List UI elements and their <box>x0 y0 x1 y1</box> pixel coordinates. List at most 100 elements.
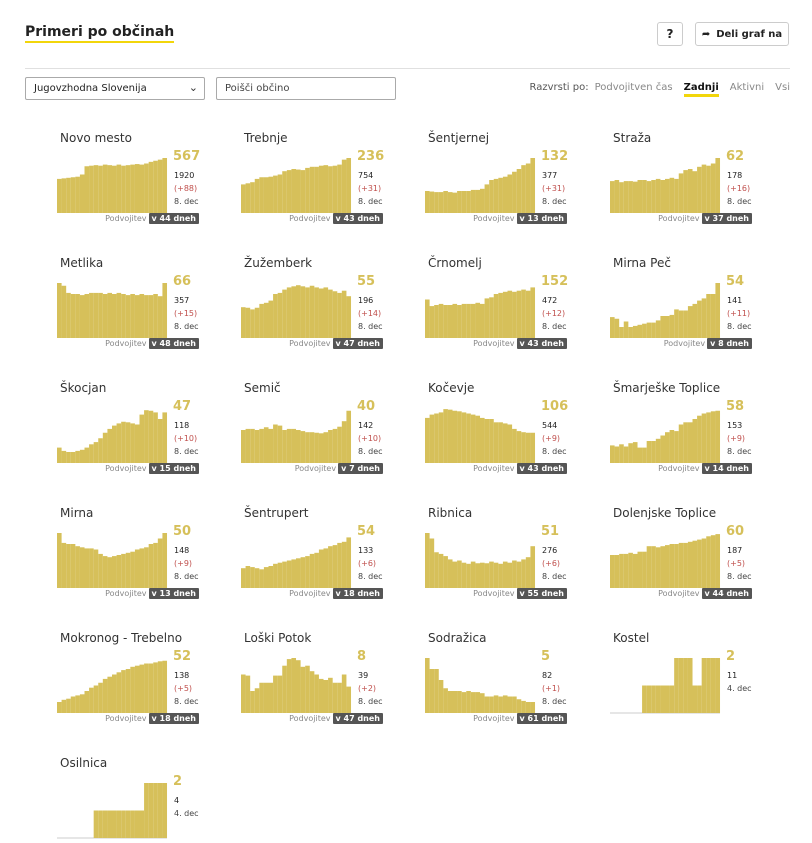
region-select[interactable]: Jugovzhodna Slovenija ⌄ <box>25 77 205 100</box>
bar <box>651 180 656 213</box>
bar <box>692 303 698 338</box>
doubling-badge: v 47 dneh <box>332 713 383 724</box>
sort-option-doubling[interactable]: Podvojitven čas <box>594 82 673 93</box>
bar <box>107 292 113 338</box>
bar <box>107 428 113 463</box>
sort-option-active[interactable]: Aktivni <box>729 82 765 93</box>
municipality-card[interactable]: Žužemberk 55 196 (+14) 8. dec Podvojitev v 47 … <box>241 256 411 366</box>
doubling-badge: v 43 dneh <box>516 463 567 474</box>
municipality-card[interactable]: Mirna Peč 54 141 (+11) 8. dec Podvojitev v 8 d… <box>610 256 780 366</box>
bar <box>259 428 264 463</box>
municipality-card[interactable]: Ribnica 51 276 (+6) 8. dec Podvojitev v 55 dne… <box>425 506 595 616</box>
bar <box>144 410 149 463</box>
bar <box>157 661 163 713</box>
bar <box>697 166 702 213</box>
bar <box>655 320 661 338</box>
doubling-info: Podvojitev v 55 dneh <box>473 588 567 599</box>
delta-value: (+1) <box>542 684 561 693</box>
bar <box>98 292 103 338</box>
bar-chart <box>425 287 536 338</box>
bar <box>516 169 522 213</box>
bar <box>121 810 126 838</box>
bar <box>484 696 490 713</box>
bar <box>489 696 494 713</box>
municipality-name: Semič <box>244 381 281 395</box>
doubling-info: Podvojitev v 14 dneh <box>658 463 752 474</box>
bar <box>425 299 430 338</box>
bar <box>628 552 633 588</box>
doubling-badge: v 44 dneh <box>701 588 752 599</box>
municipality-card[interactable]: Mirna 50 148 (+9) 8. dec Podvojitev v 13 dneh <box>57 506 227 616</box>
doubling-badge: v 7 dneh <box>338 463 383 474</box>
municipality-card[interactable]: Semič 40 142 (+10) 8. dec Podvojitev v 7 dneh <box>241 381 411 491</box>
date-label: 8. dec <box>542 197 567 206</box>
municipality-card[interactable]: Metlika 66 357 (+15) 8. dec Podvojitev v 48 dn… <box>57 256 227 366</box>
municipality-card[interactable]: Škocjan 47 118 (+10) 8. dec Podvojitev v 15 dn… <box>57 381 227 491</box>
municipality-card[interactable]: Trebnje 236 754 (+31) 8. dec Podvojitev v 43 d… <box>241 131 411 241</box>
bar <box>241 568 246 588</box>
bar <box>489 180 494 213</box>
bar <box>632 442 638 463</box>
bar <box>480 693 485 713</box>
doubling-info: Podvojitev v 61 dneh <box>473 713 567 724</box>
date-label: 8. dec <box>174 197 199 206</box>
municipality-card[interactable]: Šmarješke Toplice 58 153 (+9) 8. dec Podvojit… <box>610 381 780 491</box>
bar <box>305 167 310 213</box>
bar <box>309 671 315 713</box>
sort-option-all[interactable]: Vsi <box>775 82 790 93</box>
bar <box>273 675 278 713</box>
sort-option-last[interactable]: Zadnji <box>683 82 719 97</box>
bar <box>447 192 453 213</box>
municipality-card[interactable]: Loški Potok 8 39 (+2) 8. dec Podvojitev v 47 d… <box>241 631 411 741</box>
municipality-card[interactable]: Novo mesto 567 1920 (+88) 8. dec Podvojitev v … <box>57 131 227 241</box>
bar <box>678 310 684 338</box>
bar <box>646 685 652 713</box>
municipality-card[interactable]: Straža 62 178 (+16) 8. dec Podvojitev v 37 dne… <box>610 131 780 241</box>
municipality-card[interactable]: Črnomelj 152 472 (+12) 8. dec Podvojitev v 43 … <box>425 256 595 366</box>
bar <box>701 298 707 338</box>
bar <box>651 685 656 713</box>
bar-chart <box>57 158 168 213</box>
municipality-card[interactable]: Šentrupert 54 133 (+6) 8. dec Podvojitev v 18 … <box>241 506 411 616</box>
bar <box>250 428 255 463</box>
municipality-card[interactable]: Dolenjske Toplice 60 187 (+5) 8. dec Podvojit… <box>610 506 780 616</box>
municipality-card[interactable]: Osilnica 2 4 4. dec <box>57 756 227 843</box>
bar <box>610 317 615 338</box>
municipality-card[interactable]: Kočevje 106 544 (+9) 8. dec Podvojitev v 43 dn… <box>425 381 595 491</box>
bar <box>57 178 62 213</box>
bar <box>259 177 264 213</box>
bar <box>498 177 503 213</box>
bar <box>314 674 319 713</box>
municipality-card[interactable]: Kostel 2 11 4. dec <box>610 631 780 741</box>
municipality-card[interactable]: Mokronog - Trebelno 52 138 (+5) 8. dec Podvoj… <box>57 631 227 741</box>
municipality-card[interactable]: Sodražica 5 82 (+1) 8. dec Podvojitev v 61 dne… <box>425 631 595 741</box>
bar <box>125 810 131 838</box>
bar <box>461 692 467 713</box>
bar <box>245 183 251 213</box>
bar <box>79 174 85 213</box>
share-button[interactable]: ➦ Deli graf na <box>695 22 789 46</box>
bar <box>162 660 168 713</box>
help-button[interactable]: ? <box>657 22 683 46</box>
bar <box>660 546 666 588</box>
bar <box>516 561 522 588</box>
last-value: 62 <box>726 149 745 164</box>
bar <box>623 321 629 338</box>
bar <box>498 422 503 463</box>
bar <box>480 417 485 463</box>
municipality-name: Straža <box>613 131 652 145</box>
bar <box>710 535 716 588</box>
total-value: 544 <box>542 421 558 430</box>
bar <box>697 685 702 713</box>
municipality-name: Šentrupert <box>244 506 309 520</box>
delta-value: (+11) <box>727 309 751 318</box>
search-input[interactable] <box>216 77 396 100</box>
bar <box>79 694 85 713</box>
bar <box>286 560 292 588</box>
bar <box>268 176 274 213</box>
municipality-card[interactable]: Šentjernej 132 377 (+31) 8. dec Podvojitev v 1… <box>425 131 595 241</box>
bar <box>314 166 319 213</box>
bar <box>346 537 352 588</box>
bar <box>715 158 721 213</box>
